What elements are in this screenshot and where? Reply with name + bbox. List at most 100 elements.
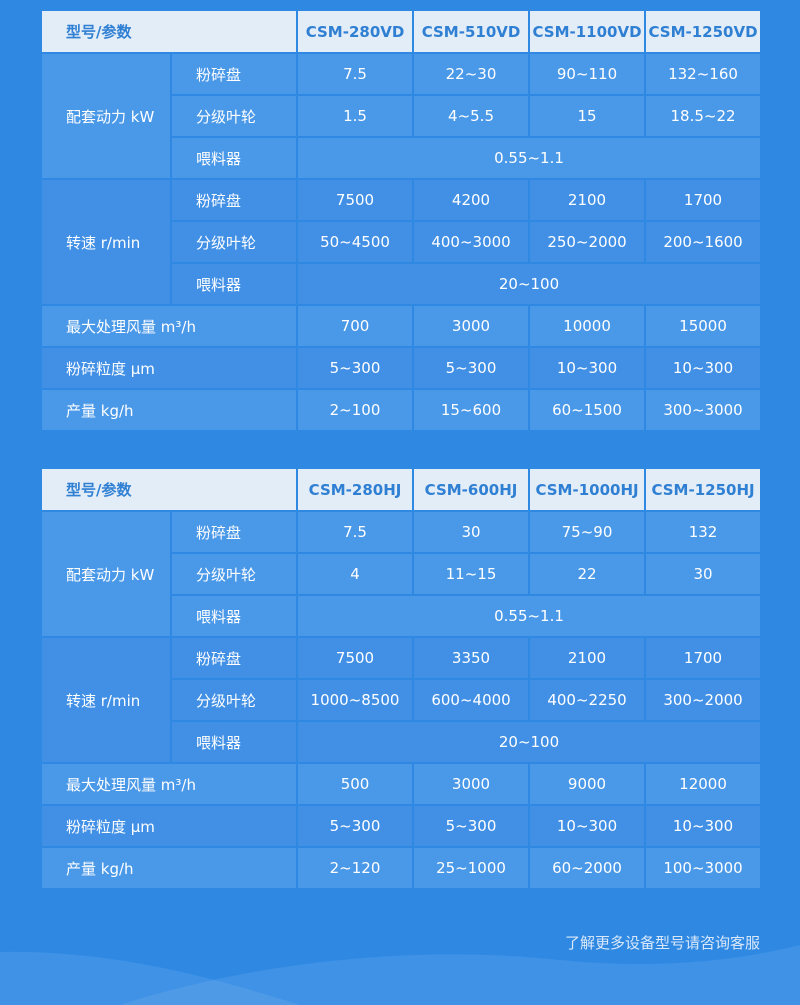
value-cell: 2100 — [528, 178, 647, 222]
table-row: 最大处理风量 m³/h 700 3000 10000 15000 — [39, 304, 763, 348]
contact-note: 了解更多设备型号请咨询客服 — [564, 934, 760, 952]
value-cell: 60~1500 — [528, 388, 647, 432]
value-cell: 20~100 — [296, 262, 763, 306]
sub-label: 粉碎盘 — [169, 510, 299, 554]
value-cell: 5~300 — [296, 346, 415, 390]
row-label: 粉碎粒度 μm — [39, 346, 299, 390]
value-cell: 0.55~1.1 — [296, 594, 763, 638]
value-cell: 7500 — [296, 178, 415, 222]
value-cell: 75~90 — [528, 510, 647, 554]
sub-label: 分级叶轮 — [169, 552, 299, 596]
sub-label: 分级叶轮 — [169, 94, 299, 138]
table-row: 转速 r/min 粉碎盘 7500 4200 2100 1700 — [40, 178, 763, 306]
model-header: CSM-1250HJ — [644, 467, 763, 512]
value-cell: 5~300 — [296, 804, 415, 848]
table-row: 配套动力 kW 粉碎盘 7.5 30 75~90 132 — [40, 510, 763, 638]
value-cell: 250~2000 — [528, 220, 647, 264]
value-cell: 7500 — [296, 636, 415, 680]
value-cell: 200~1600 — [644, 220, 763, 264]
sub-label: 喂料器 — [169, 594, 299, 638]
header-row: 型号/参数 CSM-280HJ CSM-600HJ CSM-1000HJ CSM-125… — [39, 467, 763, 512]
background-waves — [0, 945, 800, 1005]
value-cell: 9000 — [528, 762, 647, 806]
model-header: CSM-1100VD — [528, 9, 647, 54]
value-cell: 25~1000 — [412, 846, 531, 890]
sub-label: 喂料器 — [169, 720, 299, 764]
value-cell: 100~3000 — [644, 846, 763, 890]
value-cell: 15~600 — [412, 388, 531, 432]
table-row: 分级叶轮 1.5 4~5.5 15 18.5~22 — [41, 94, 763, 138]
value-cell: 50~4500 — [296, 220, 415, 264]
value-cell: 300~3000 — [644, 388, 763, 432]
table-row: 分级叶轮 50~4500 400~3000 250~2000 200~1600 — [41, 220, 763, 264]
sub-label: 分级叶轮 — [169, 220, 299, 264]
value-cell: 18.5~22 — [644, 94, 763, 138]
value-cell: 10~300 — [528, 346, 647, 390]
value-cell: 30 — [412, 510, 531, 554]
value-cell: 10~300 — [644, 804, 763, 848]
spec-table: 型号/参数 CSM-280HJ CSM-600HJ CSM-1000HJ CSM-125… — [39, 467, 763, 890]
value-cell: 2~120 — [296, 846, 415, 890]
value-cell: 10000 — [528, 304, 647, 348]
row-label: 最大处理风量 m³/h — [39, 762, 299, 806]
value-cell: 22 — [528, 552, 647, 596]
model-header: CSM-280HJ — [296, 467, 415, 512]
value-cell: 1700 — [644, 178, 763, 222]
table-row: 产量 kg/h 2~120 25~1000 60~2000 100~3000 — [39, 846, 763, 890]
value-cell: 15 — [528, 94, 647, 138]
value-cell: 700 — [296, 304, 415, 348]
spec-table: 型号/参数 CSM-280VD CSM-510VD CSM-1100VD CSM-125… — [39, 9, 763, 432]
value-cell: 5~300 — [412, 804, 531, 848]
header-row: 型号/参数 CSM-280VD CSM-510VD CSM-1100VD CSM-125… — [39, 9, 763, 54]
value-cell: 132 — [644, 510, 763, 554]
model-header: CSM-1250VD — [644, 9, 763, 54]
table-row: 产量 kg/h 2~100 15~600 60~1500 300~3000 — [39, 388, 763, 432]
table-row: 配套动力 kW 粉碎盘 7.5 22~30 90~110 132~160 — [40, 52, 763, 180]
value-cell: 12000 — [644, 762, 763, 806]
value-cell: 132~160 — [644, 52, 763, 96]
header-label: 型号/参数 — [39, 467, 299, 512]
value-cell: 60~2000 — [528, 846, 647, 890]
value-cell: 15000 — [644, 304, 763, 348]
value-cell: 2100 — [528, 636, 647, 680]
group-label: 转速 r/min — [40, 636, 172, 764]
value-cell: 10~300 — [528, 804, 647, 848]
value-cell: 22~30 — [412, 52, 531, 96]
value-cell: 400~2250 — [528, 678, 647, 722]
value-cell: 30 — [644, 552, 763, 596]
value-cell: 3350 — [412, 636, 531, 680]
value-cell: 20~100 — [296, 720, 763, 764]
table-row: 最大处理风量 m³/h 500 3000 9000 12000 — [39, 762, 763, 806]
model-header: CSM-600HJ — [412, 467, 531, 512]
value-cell: 3000 — [412, 762, 531, 806]
row-label: 产量 kg/h — [39, 846, 299, 890]
value-cell: 1.5 — [296, 94, 415, 138]
value-cell: 7.5 — [296, 510, 415, 554]
row-label: 粉碎粒度 μm — [39, 804, 299, 848]
value-cell: 400~3000 — [412, 220, 531, 264]
value-cell: 300~2000 — [644, 678, 763, 722]
sub-label: 分级叶轮 — [169, 678, 299, 722]
table-row: 粉碎粒度 μm 5~300 5~300 10~300 10~300 — [39, 804, 763, 848]
background-wave — [120, 945, 800, 1005]
value-cell: 5~300 — [412, 346, 531, 390]
value-cell: 4~5.5 — [412, 94, 531, 138]
background-wave — [0, 951, 300, 1005]
table-row: 喂料器 0.55~1.1 — [41, 136, 763, 180]
sub-label: 粉碎盘 — [169, 52, 299, 96]
row-label: 产量 kg/h — [39, 388, 299, 432]
model-header: CSM-280VD — [296, 9, 415, 54]
sub-label: 喂料器 — [169, 136, 299, 180]
value-cell: 1000~8500 — [296, 678, 415, 722]
row-label: 最大处理风量 m³/h — [39, 304, 299, 348]
value-cell: 3000 — [412, 304, 531, 348]
sub-label: 粉碎盘 — [169, 178, 299, 222]
model-header: CSM-1000HJ — [528, 467, 647, 512]
value-cell: 0.55~1.1 — [296, 136, 763, 180]
value-cell: 11~15 — [412, 552, 531, 596]
value-cell: 500 — [296, 762, 415, 806]
value-cell: 7.5 — [296, 52, 415, 96]
value-cell: 600~4000 — [412, 678, 531, 722]
model-header: CSM-510VD — [412, 9, 531, 54]
table-row: 粉碎粒度 μm 5~300 5~300 10~300 10~300 — [39, 346, 763, 390]
